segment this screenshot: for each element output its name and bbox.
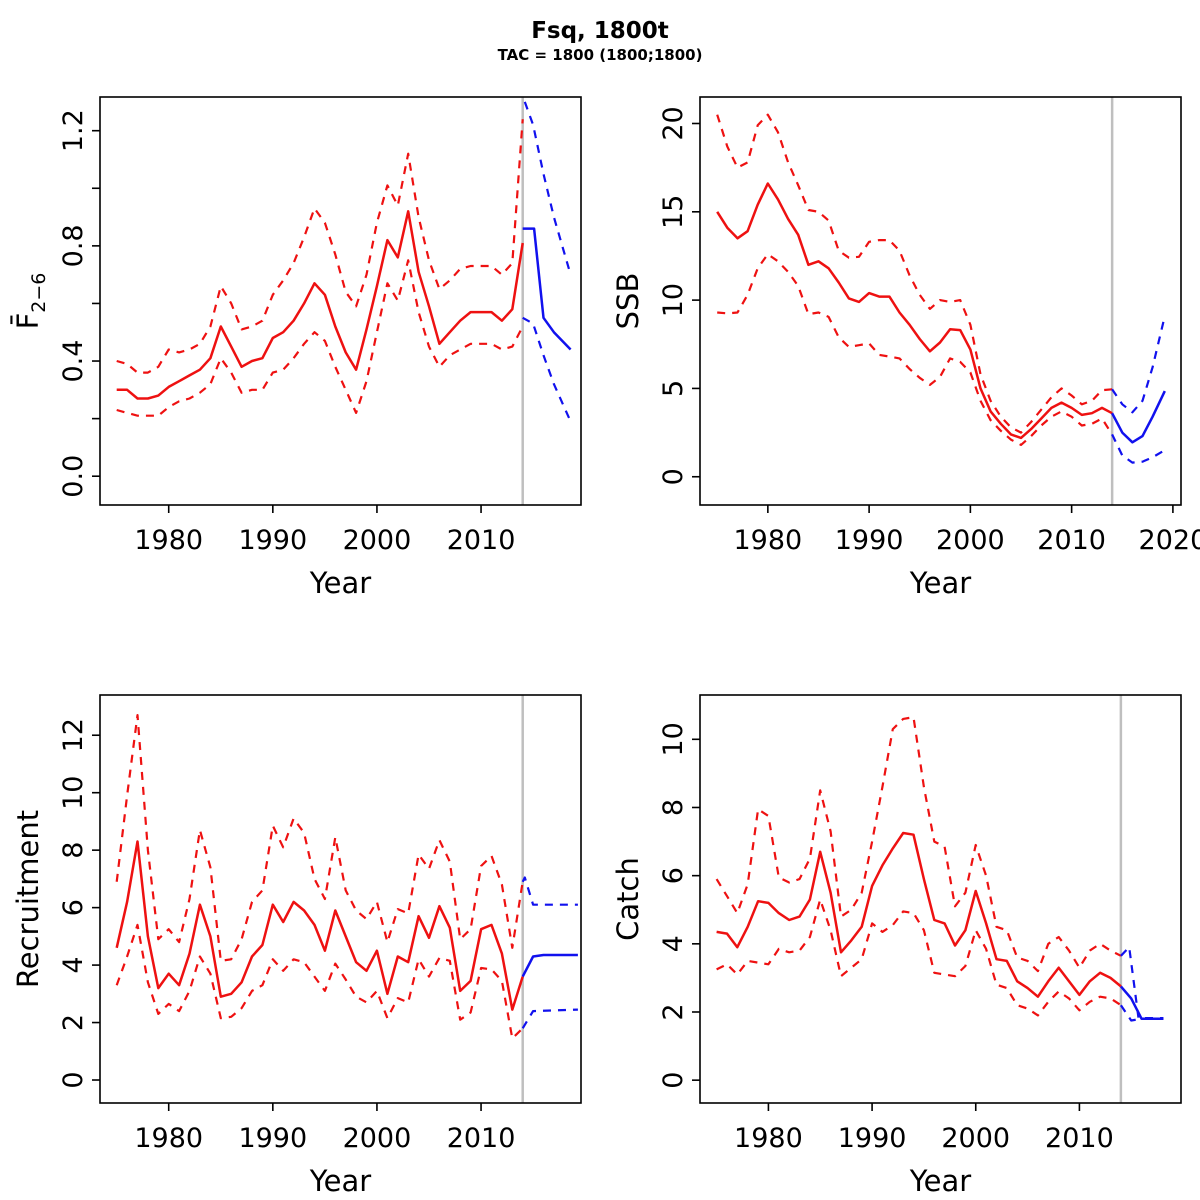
chart-svg-ssb: 1980 1990 2000 2010 2020 0 5 10 15 20 Year SSB (611, 96, 1200, 600)
figure-subtitle: TAC = 1800 (1800;1800) (497, 45, 703, 64)
panel-fbar: 1980 1990 2000 2010 0.0 0.4 0.8 1.2 Year F̄2−6 (0, 0, 600, 600)
y-axis-title: F̄2−6 (11, 273, 50, 330)
y-tick-label: 0 (658, 468, 689, 485)
x-tick-label: 2000 (343, 1123, 412, 1154)
y-tick-label: 15 (658, 195, 689, 229)
series-median-historic (716, 182, 1113, 440)
y-tick-label: 20 (658, 106, 689, 140)
y-tick-label: 4 (658, 935, 689, 952)
x-tick-label: 2000 (936, 525, 1005, 556)
x-tick-label: 1980 (733, 525, 802, 556)
series-median-historic (115, 840, 524, 1011)
plot-box (99, 694, 582, 1104)
y-tick-label: 10 (658, 283, 689, 317)
x-tick-label: 1980 (734, 1123, 803, 1154)
panel-ssb: 1980 1990 2000 2010 2020 0 5 10 15 20 Year SSB (600, 0, 1200, 600)
y-tick-label: 1.2 (58, 109, 89, 152)
chart-svg-catch: 1980 1990 2000 2010 0 2 4 6 8 10 Year Catch (611, 694, 1182, 1198)
panel-catch: 1980 1990 2000 2010 0 2 4 6 8 10 Year Catch (600, 600, 1200, 1200)
plot-box (699, 96, 1182, 506)
series-median-historic (716, 831, 1122, 998)
series-ci-upper-forecast (523, 101, 572, 276)
chart-svg-fbar: 1980 1990 2000 2010 0.0 0.4 0.8 1.2 Year F̄2−6 (11, 96, 582, 600)
series-ci-lower-forecast (521, 1008, 578, 1029)
x-tick-label: 2020 (1139, 525, 1200, 556)
series-ci-lower-historic (116, 259, 524, 417)
x-axis-title: Year (909, 1164, 971, 1198)
plot-box (699, 694, 1182, 1104)
series-ci-lower-forecast (522, 316, 572, 422)
series-ci-upper-historic (716, 113, 1113, 434)
x-axis-title: Year (309, 1164, 371, 1198)
series-median-historic (116, 210, 524, 400)
series-ci-upper-historic (715, 716, 1122, 973)
figure-title: Fsq, 1800t (531, 18, 669, 44)
series-ci-lower-historic (716, 898, 1122, 1017)
x-tick-label: 2000 (343, 525, 412, 556)
y-tick-label: 0.0 (58, 455, 89, 498)
y-tick-label: 10 (658, 722, 689, 756)
series-median-forecast (1110, 390, 1166, 444)
series-median-forecast (522, 227, 572, 351)
x-tick-label: 2000 (941, 1123, 1010, 1154)
y-tick-label: 0 (58, 1071, 89, 1088)
series-ci-upper-forecast (521, 876, 578, 906)
series-median-forecast (1119, 985, 1164, 1021)
x-tick-label: 1990 (238, 525, 307, 556)
series-ci-lower-historic (717, 253, 1114, 446)
y-tick-label: 6 (58, 899, 89, 916)
x-tick-label: 1980 (134, 1123, 203, 1154)
y-tick-label: 12 (58, 718, 89, 752)
series-ci-upper-forecast (1111, 315, 1166, 414)
y-tick-label: 10 (58, 776, 89, 810)
plot-box (99, 96, 582, 506)
series-ci-upper-historic (115, 713, 524, 962)
x-tick-label: 1990 (238, 1123, 307, 1154)
y-axis-title: Recruitment (11, 810, 45, 988)
x-tick-label: 1980 (134, 525, 203, 556)
x-tick-label: 1990 (838, 1123, 907, 1154)
y-tick-label: 5 (658, 380, 689, 397)
y-tick-label: 0.8 (58, 224, 89, 267)
x-tick-label: 1990 (835, 525, 904, 556)
x-tick-label: 2010 (447, 525, 516, 556)
y-tick-label: 0 (658, 1072, 689, 1089)
x-axis-title: Year (309, 566, 371, 600)
series-ci-lower-historic (115, 923, 524, 1040)
series-ci-upper-forecast (1120, 946, 1164, 1020)
y-tick-label: 4 (58, 956, 89, 973)
x-tick-label: 2010 (1045, 1123, 1114, 1154)
y-tick-label: 8 (658, 799, 689, 816)
y-tick-label: 0.4 (58, 340, 89, 383)
y-tick-label: 6 (658, 867, 689, 884)
series-median-forecast (521, 953, 578, 978)
y-tick-label: 8 (58, 842, 89, 859)
x-axis-title: Year (909, 566, 971, 600)
figure-titles: Fsq, 1800t TAC = 1800 (1800;1800) (0, 18, 1200, 65)
panel-recruitment: 1980 1990 2000 2010 0 2 4 6 8 10 12 Year Recruitment (0, 600, 600, 1200)
y-tick-label: 2 (58, 1014, 89, 1031)
y-tick-label: 2 (658, 1003, 689, 1020)
chart-svg-recruitment: 1980 1990 2000 2010 0 2 4 6 8 10 12 Year Recruitment (11, 694, 582, 1198)
series-ci-upper-historic (116, 119, 524, 374)
x-tick-label: 2010 (447, 1123, 516, 1154)
y-axis-title: SSB (611, 273, 645, 330)
y-axis-title: Catch (611, 857, 645, 941)
series-ci-lower-forecast (1111, 433, 1166, 464)
x-tick-label: 2010 (1037, 525, 1106, 556)
